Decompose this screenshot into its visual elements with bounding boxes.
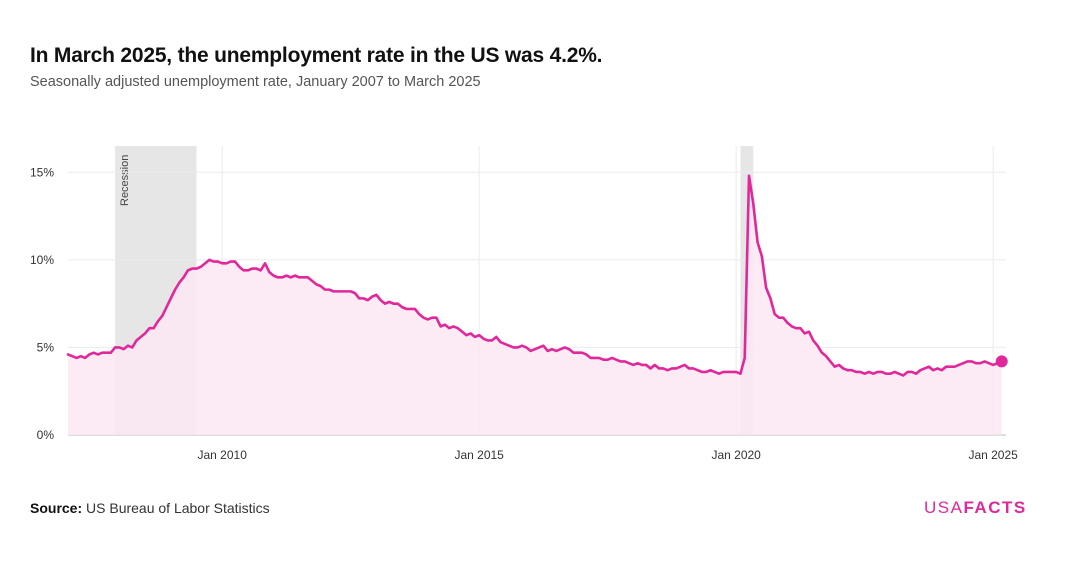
series-area xyxy=(68,175,1002,435)
source-label: Source: xyxy=(30,500,83,516)
y-axis: 0% 5% 10% 15% xyxy=(30,165,54,442)
latest-value-marker xyxy=(995,355,1008,368)
x-axis: Jan 2010 Jan 2015 Jan 2020 Jan 2025 xyxy=(197,448,1018,462)
logo-bold-text: FACTS xyxy=(963,498,1027,517)
recession-label: Recession xyxy=(119,155,131,206)
y-tick-label: 5% xyxy=(37,340,55,354)
y-tick-label: 0% xyxy=(37,428,55,442)
series-line xyxy=(66,174,1004,377)
chart-subtitle: Seasonally adjusted unemployment rate, J… xyxy=(30,74,481,90)
source-text: US Bureau of Labor Statistics xyxy=(86,500,270,516)
logo-light-text: USA xyxy=(924,498,964,517)
chart-title: In March 2025, the unemployment rate in … xyxy=(30,44,603,67)
usafacts-logo[interactable]: USAFACTS xyxy=(924,498,1027,518)
x-tick-label: Jan 2020 xyxy=(711,448,761,462)
y-tick-label: 15% xyxy=(30,165,54,179)
x-tick-label: Jan 2010 xyxy=(197,448,247,462)
x-tick-label: Jan 2025 xyxy=(968,448,1018,462)
unemployment-chart: Recession 0%5%10%15% Jan 2010 Jan 2015 Jan… xyxy=(30,146,1018,462)
area-fill xyxy=(68,175,1002,435)
source-note: Source: US Bureau of Labor Statistics xyxy=(30,500,270,516)
y-tick-label: 10% xyxy=(30,253,54,267)
x-tick-label: Jan 2015 xyxy=(454,448,504,462)
series-line-path xyxy=(66,174,1004,377)
endpoint-marker xyxy=(995,355,1008,368)
